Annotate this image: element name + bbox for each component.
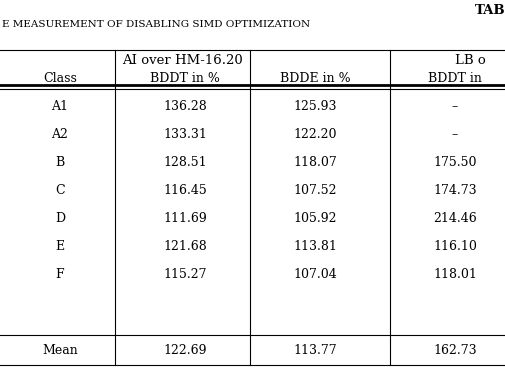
Text: LB o: LB o: [454, 55, 485, 67]
Text: 116.10: 116.10: [432, 241, 476, 253]
Text: 105.92: 105.92: [293, 212, 336, 225]
Text: E: E: [56, 241, 65, 253]
Text: A1: A1: [52, 100, 68, 113]
Text: 118.01: 118.01: [432, 269, 476, 282]
Text: B: B: [55, 157, 65, 170]
Text: E MEASUREMENT OF DISABLING SIMD OPTIMIZATION: E MEASUREMENT OF DISABLING SIMD OPTIMIZA…: [2, 20, 310, 29]
Text: –: –: [451, 100, 457, 113]
Text: 122.20: 122.20: [293, 128, 336, 141]
Text: 122.69: 122.69: [163, 343, 207, 356]
Text: 128.51: 128.51: [163, 157, 207, 170]
Text: BDDT in %: BDDT in %: [150, 71, 220, 84]
Text: AI over HM-16.20: AI over HM-16.20: [122, 55, 242, 67]
Text: 111.69: 111.69: [163, 212, 207, 225]
Text: 214.46: 214.46: [432, 212, 476, 225]
Text: 107.52: 107.52: [293, 185, 336, 198]
Text: D: D: [55, 212, 65, 225]
Text: –: –: [451, 128, 457, 141]
Text: 113.77: 113.77: [292, 343, 336, 356]
Text: 175.50: 175.50: [432, 157, 476, 170]
Text: 116.45: 116.45: [163, 185, 207, 198]
Text: 107.04: 107.04: [292, 269, 336, 282]
Text: TAB: TAB: [474, 4, 505, 17]
Text: Class: Class: [43, 71, 77, 84]
Text: C: C: [55, 185, 65, 198]
Text: Mean: Mean: [42, 343, 78, 356]
Text: A2: A2: [52, 128, 68, 141]
Text: BDDT in: BDDT in: [427, 71, 481, 84]
Text: 136.28: 136.28: [163, 100, 207, 113]
Text: 121.68: 121.68: [163, 241, 207, 253]
Text: F: F: [56, 269, 64, 282]
Text: 174.73: 174.73: [432, 185, 476, 198]
Text: 113.81: 113.81: [292, 241, 336, 253]
Text: 162.73: 162.73: [432, 343, 476, 356]
Text: 133.31: 133.31: [163, 128, 207, 141]
Text: 125.93: 125.93: [293, 100, 336, 113]
Text: 118.07: 118.07: [292, 157, 336, 170]
Text: 115.27: 115.27: [163, 269, 207, 282]
Text: BDDE in %: BDDE in %: [279, 71, 349, 84]
